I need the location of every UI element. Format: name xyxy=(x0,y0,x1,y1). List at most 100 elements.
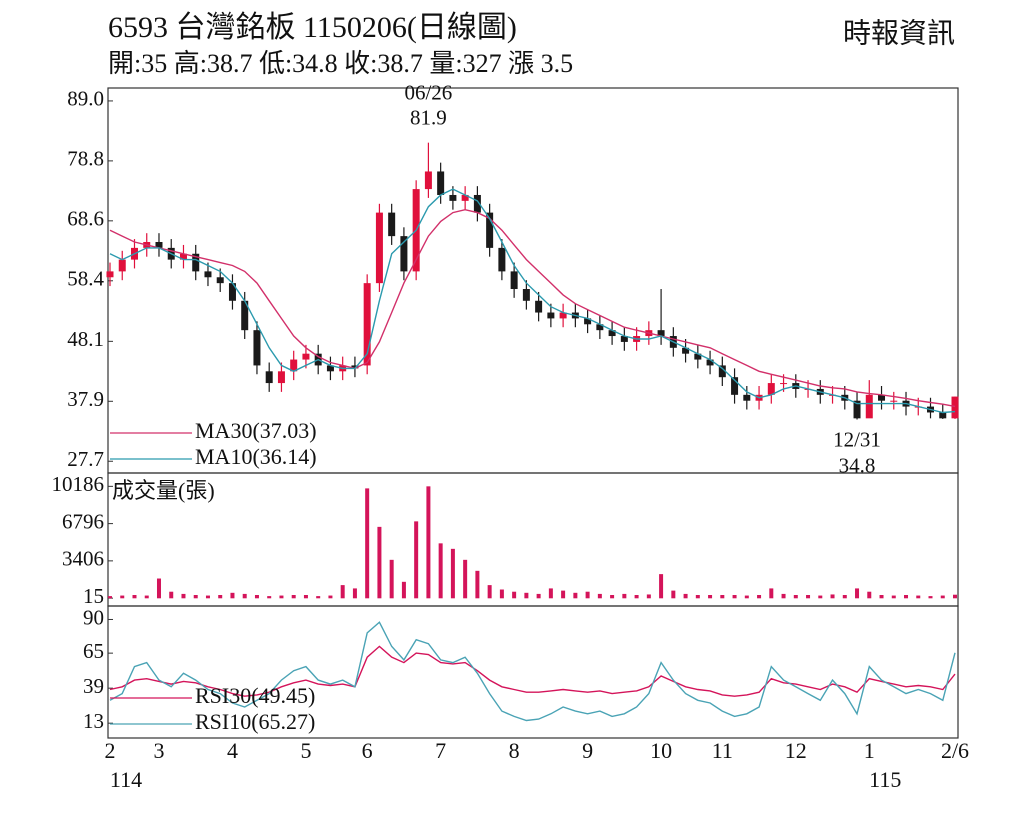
volume-bar xyxy=(818,595,823,599)
volume-bar xyxy=(181,593,186,599)
volume-bar xyxy=(169,591,174,599)
volume-bar xyxy=(279,595,284,599)
volume-bar xyxy=(610,595,615,599)
volume-bar xyxy=(732,595,737,599)
volume-bar xyxy=(365,488,370,599)
volume-bar xyxy=(597,593,602,599)
volume-bar xyxy=(389,559,394,599)
candle-body xyxy=(461,194,469,201)
price-panel xyxy=(107,87,959,474)
volume-panel xyxy=(107,472,959,607)
y-tick-label: 90 xyxy=(83,605,104,629)
candle-body xyxy=(878,394,886,401)
volume-bar xyxy=(781,593,786,599)
candle-body xyxy=(731,377,739,395)
annotation-value: 81.9 xyxy=(410,105,447,129)
volume-bar xyxy=(695,595,700,599)
ma-line xyxy=(109,208,956,408)
candle-body xyxy=(228,283,236,301)
y-tick-label: 10186 xyxy=(52,472,105,496)
volume-bar xyxy=(867,591,872,599)
volume-bar xyxy=(218,595,223,599)
x-tick-label: 2 xyxy=(105,738,116,763)
x-tick-label: 6 xyxy=(362,738,373,763)
volume-bar xyxy=(940,595,945,599)
y-tick-label: 68.6 xyxy=(67,207,104,231)
volume-bar xyxy=(512,591,517,599)
candle-body xyxy=(437,171,445,195)
annotation-date: 12/31 xyxy=(833,427,881,451)
candle-body xyxy=(388,212,396,237)
candle-body xyxy=(535,300,543,313)
volume-bar xyxy=(156,578,161,599)
candle-body xyxy=(486,212,494,248)
candle-body xyxy=(510,271,518,290)
y-tick-label: 78.8 xyxy=(67,147,104,171)
rsi-panel xyxy=(107,605,959,739)
legend-label: MA30(37.03) xyxy=(195,418,317,443)
volume-bar xyxy=(659,574,664,599)
candle-body xyxy=(290,359,298,372)
x-tick-label: 11 xyxy=(712,738,733,763)
chart-subtitle: 開:35 高:38.7 低:34.8 收:38.7 量:327 漲 3.5 xyxy=(108,49,573,78)
legend-label: MA10(36.14) xyxy=(195,444,317,469)
candle-body xyxy=(706,359,714,366)
candle-body xyxy=(265,371,273,384)
candle-body xyxy=(449,194,457,201)
candle-body xyxy=(473,194,481,213)
candle-body xyxy=(608,330,616,337)
volume-bar xyxy=(953,594,957,599)
candle-body xyxy=(694,353,702,360)
x-tick-label: 12 xyxy=(785,738,807,763)
y-tick-label: 27.7 xyxy=(67,447,104,471)
ma-line xyxy=(109,188,956,414)
volume-bar xyxy=(842,595,847,599)
candle-body xyxy=(890,400,898,402)
volume-bar xyxy=(904,595,909,599)
candle-body xyxy=(375,212,383,284)
candle-body xyxy=(596,324,604,331)
volume-bar xyxy=(463,559,468,599)
volume-bar xyxy=(499,589,504,599)
candle-body xyxy=(155,242,163,248)
volume-bar xyxy=(806,595,811,599)
candle-body xyxy=(939,412,947,419)
x-year-label: 115 xyxy=(869,767,901,792)
volume-bar xyxy=(450,548,455,599)
volume-bar xyxy=(830,594,835,599)
candle-body xyxy=(363,283,371,366)
candle-body xyxy=(865,394,873,419)
y-tick-label: 65 xyxy=(83,639,104,663)
volume-bar xyxy=(303,595,308,599)
annotation-value: 34.8 xyxy=(839,453,876,477)
x-tick-label: 1 xyxy=(864,738,875,763)
legend-label: RSI30(49.45) xyxy=(195,683,315,708)
volume-bar xyxy=(254,595,259,599)
x-year-label: 114 xyxy=(110,767,142,792)
chart-title: 6593 台灣銘板 1150206(日線圖) xyxy=(108,11,517,44)
candle-body xyxy=(204,271,212,278)
volume-bar xyxy=(928,596,933,599)
candle-body xyxy=(682,347,690,354)
candle-body xyxy=(351,365,359,369)
volume-bar xyxy=(438,543,443,599)
volume-bar xyxy=(561,590,566,599)
volume-bar xyxy=(793,595,798,599)
x-tick-label: 10 xyxy=(650,738,672,763)
candle-body xyxy=(498,247,506,272)
volume-bar xyxy=(487,585,492,599)
candle-body xyxy=(718,365,726,378)
candle-body xyxy=(216,277,224,284)
volume-bar xyxy=(769,588,774,599)
volume-bar xyxy=(683,593,688,599)
source: 時報資訊 xyxy=(843,17,955,49)
candle-body xyxy=(767,383,775,395)
volume-bar xyxy=(291,595,296,599)
legend-label: RSI10(65.27) xyxy=(195,709,315,734)
volume-bar xyxy=(316,596,321,599)
volume-bar xyxy=(879,595,884,599)
candle-body xyxy=(584,318,592,325)
volume-bar xyxy=(401,581,406,599)
volume-bar xyxy=(120,595,125,599)
